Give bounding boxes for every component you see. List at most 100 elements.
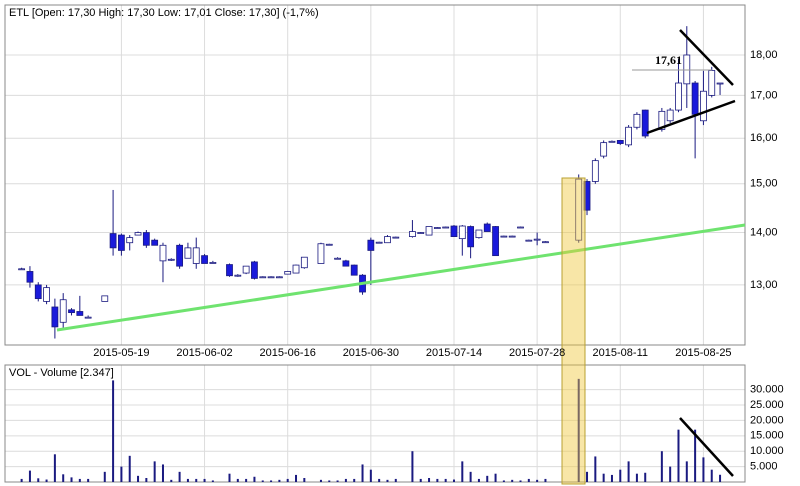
volume-bar xyxy=(286,478,289,482)
x-tick-label: 2015-08-11 xyxy=(593,347,648,359)
volume-bar xyxy=(411,451,414,482)
volume-bar xyxy=(627,461,630,482)
candle-body xyxy=(608,140,616,143)
mark-layer xyxy=(18,26,724,482)
volume-bar xyxy=(261,480,264,482)
candle-body xyxy=(134,232,142,236)
candle-body xyxy=(18,268,26,271)
grid-layer xyxy=(5,5,745,482)
candle-body xyxy=(167,258,175,261)
volume-bar xyxy=(195,478,198,482)
candle-body xyxy=(691,82,699,115)
volume-bar xyxy=(353,478,356,482)
x-tick-label: 2015-07-28 xyxy=(509,347,565,359)
volume-bar xyxy=(328,480,331,482)
volume-bar xyxy=(369,469,372,482)
volume-bar xyxy=(211,480,214,482)
volume-bar xyxy=(586,471,589,482)
candle-body xyxy=(300,256,308,269)
candle-body xyxy=(76,311,84,316)
volume-bar xyxy=(419,478,422,482)
candle-body xyxy=(184,247,192,259)
volume-bar xyxy=(669,466,672,482)
candle-body xyxy=(716,82,724,85)
candle-body xyxy=(675,82,682,111)
candle-body xyxy=(625,126,632,146)
candle-body xyxy=(325,243,333,246)
chart-title: ETL [Open: 17,30 High: 17,30 Low: 17,01 … xyxy=(9,7,319,19)
trend-line xyxy=(646,99,736,135)
volume-bar xyxy=(719,474,722,482)
candle-body xyxy=(226,264,233,277)
volume-bar xyxy=(28,470,31,482)
volume-bar xyxy=(295,474,298,482)
volume-bar xyxy=(702,457,705,482)
volume-bar xyxy=(544,478,547,482)
candle-body xyxy=(176,244,184,267)
volume-bar xyxy=(336,480,339,482)
volume-bar xyxy=(511,479,514,482)
volume-bar xyxy=(87,478,90,482)
candle-body xyxy=(417,232,425,234)
candle-body xyxy=(708,70,716,96)
volume-bar xyxy=(236,478,239,482)
volume-bar xyxy=(386,479,389,482)
y-tick-label: 15,00 xyxy=(750,178,778,190)
volume-bar xyxy=(178,471,181,482)
trend-line xyxy=(56,223,746,332)
y-tick-label: 10.000 xyxy=(750,445,784,457)
volume-bar xyxy=(619,469,622,482)
candle-body xyxy=(525,239,533,242)
x-tick-label: 2015-06-02 xyxy=(176,347,232,359)
y-tick-label: 25.000 xyxy=(750,399,784,411)
volume-bar xyxy=(710,469,713,482)
volume-bar xyxy=(278,479,281,482)
candle-body xyxy=(633,113,641,128)
volume-bar xyxy=(461,461,464,482)
x-tick-label: 2015-06-30 xyxy=(343,347,399,359)
candle-body xyxy=(267,276,275,279)
candle-body xyxy=(234,274,242,277)
volume-bar xyxy=(469,471,472,482)
candle-body xyxy=(375,241,383,244)
volume-bar xyxy=(486,475,489,482)
candle-body xyxy=(242,265,250,274)
volume-bar xyxy=(37,478,40,482)
candle-body xyxy=(458,225,466,240)
volume-bar xyxy=(577,378,580,482)
candle-body xyxy=(392,236,400,239)
volume-bar xyxy=(677,429,680,482)
y-tick-label: 17,00 xyxy=(750,89,778,101)
y-tick-label: 15.000 xyxy=(750,430,784,442)
candle-body xyxy=(450,225,458,238)
volume-bar xyxy=(644,472,647,482)
volume-bar xyxy=(527,478,530,482)
y-tick-label: 5.000 xyxy=(750,461,778,473)
candle-body xyxy=(542,241,549,244)
candle-body xyxy=(284,271,292,275)
candle-body xyxy=(350,264,358,276)
candle-body xyxy=(209,262,217,264)
highlight-box xyxy=(561,177,586,485)
candle-body xyxy=(84,316,92,319)
candle-body xyxy=(658,110,666,130)
candle-body xyxy=(500,235,508,238)
volume-bar xyxy=(536,479,539,482)
volume-bar xyxy=(660,451,663,482)
candle-body xyxy=(600,142,608,157)
volume-bar xyxy=(53,454,56,482)
volume-bar xyxy=(685,461,688,482)
volume-bar xyxy=(120,466,123,482)
candle-body xyxy=(483,223,491,232)
candle-body xyxy=(275,276,283,279)
price-label: 17,61 xyxy=(655,53,682,67)
candle-body xyxy=(159,244,167,262)
candle-body xyxy=(433,227,441,229)
candle-body xyxy=(425,226,433,236)
candle-body xyxy=(151,239,159,246)
candle-body xyxy=(142,232,150,246)
candle-body xyxy=(517,226,524,229)
volume-bar xyxy=(444,478,447,482)
candle-body xyxy=(442,226,450,229)
x-tick-label: 2015-07-14 xyxy=(426,347,482,359)
